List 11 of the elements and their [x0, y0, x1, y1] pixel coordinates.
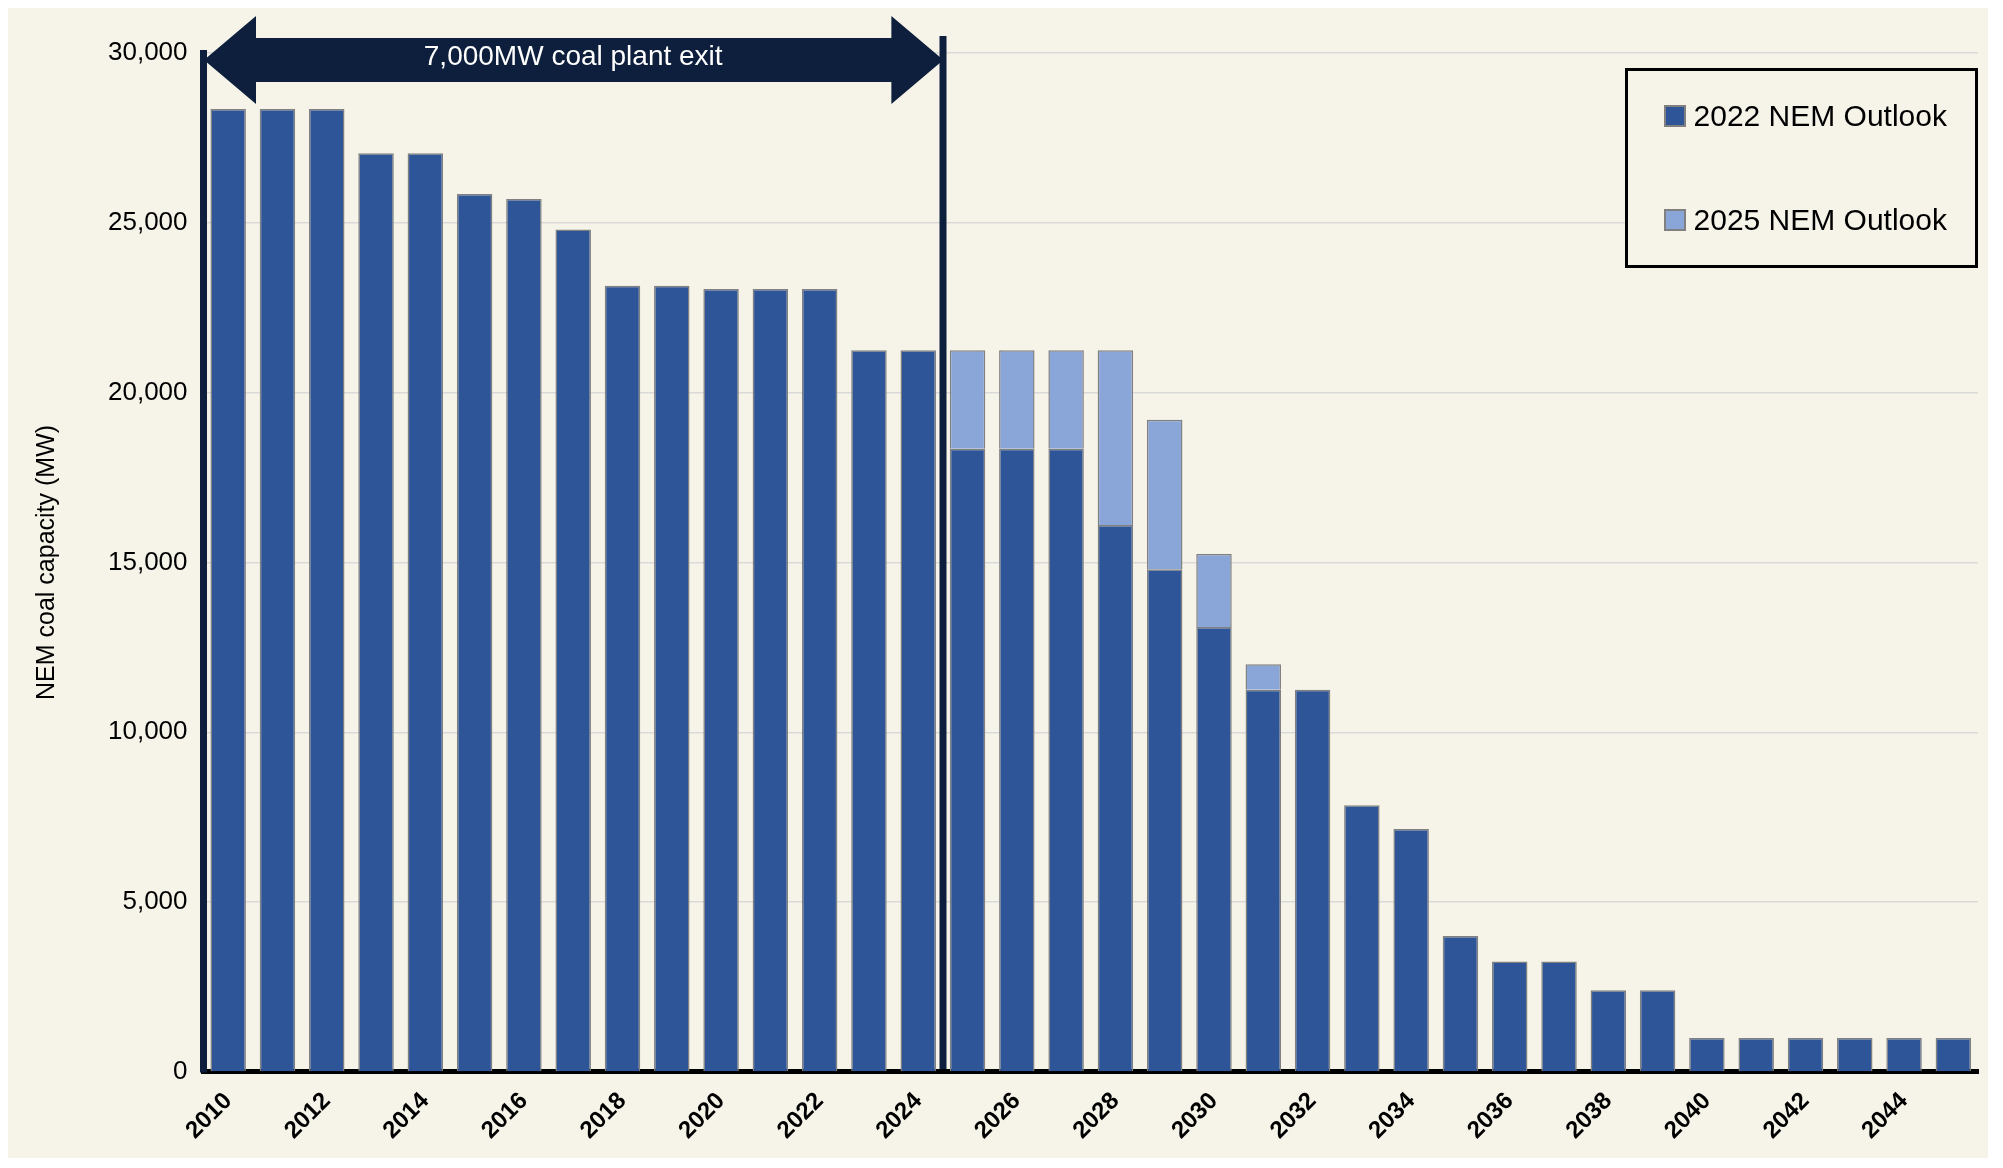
y-tick-label: 25,000 [107, 205, 188, 236]
y-tick-label: 15,000 [107, 545, 188, 576]
y-tick-label: 30,000 [107, 36, 188, 67]
y-axis-title: NEM coal capacity (MW) [30, 424, 59, 700]
annotation: 7,000MW coal plant exit [422, 40, 724, 72]
legend-label: 2025 NEM Outlook [1693, 203, 1947, 237]
legend-label: 2022 NEM Outlook [1693, 99, 1947, 133]
y-tick-label: 20,000 [107, 375, 188, 406]
y-tick-label: 5,000 [122, 885, 188, 916]
y-tick-label: 10,000 [107, 715, 188, 746]
y-tick-label: 0 [173, 1055, 188, 1086]
